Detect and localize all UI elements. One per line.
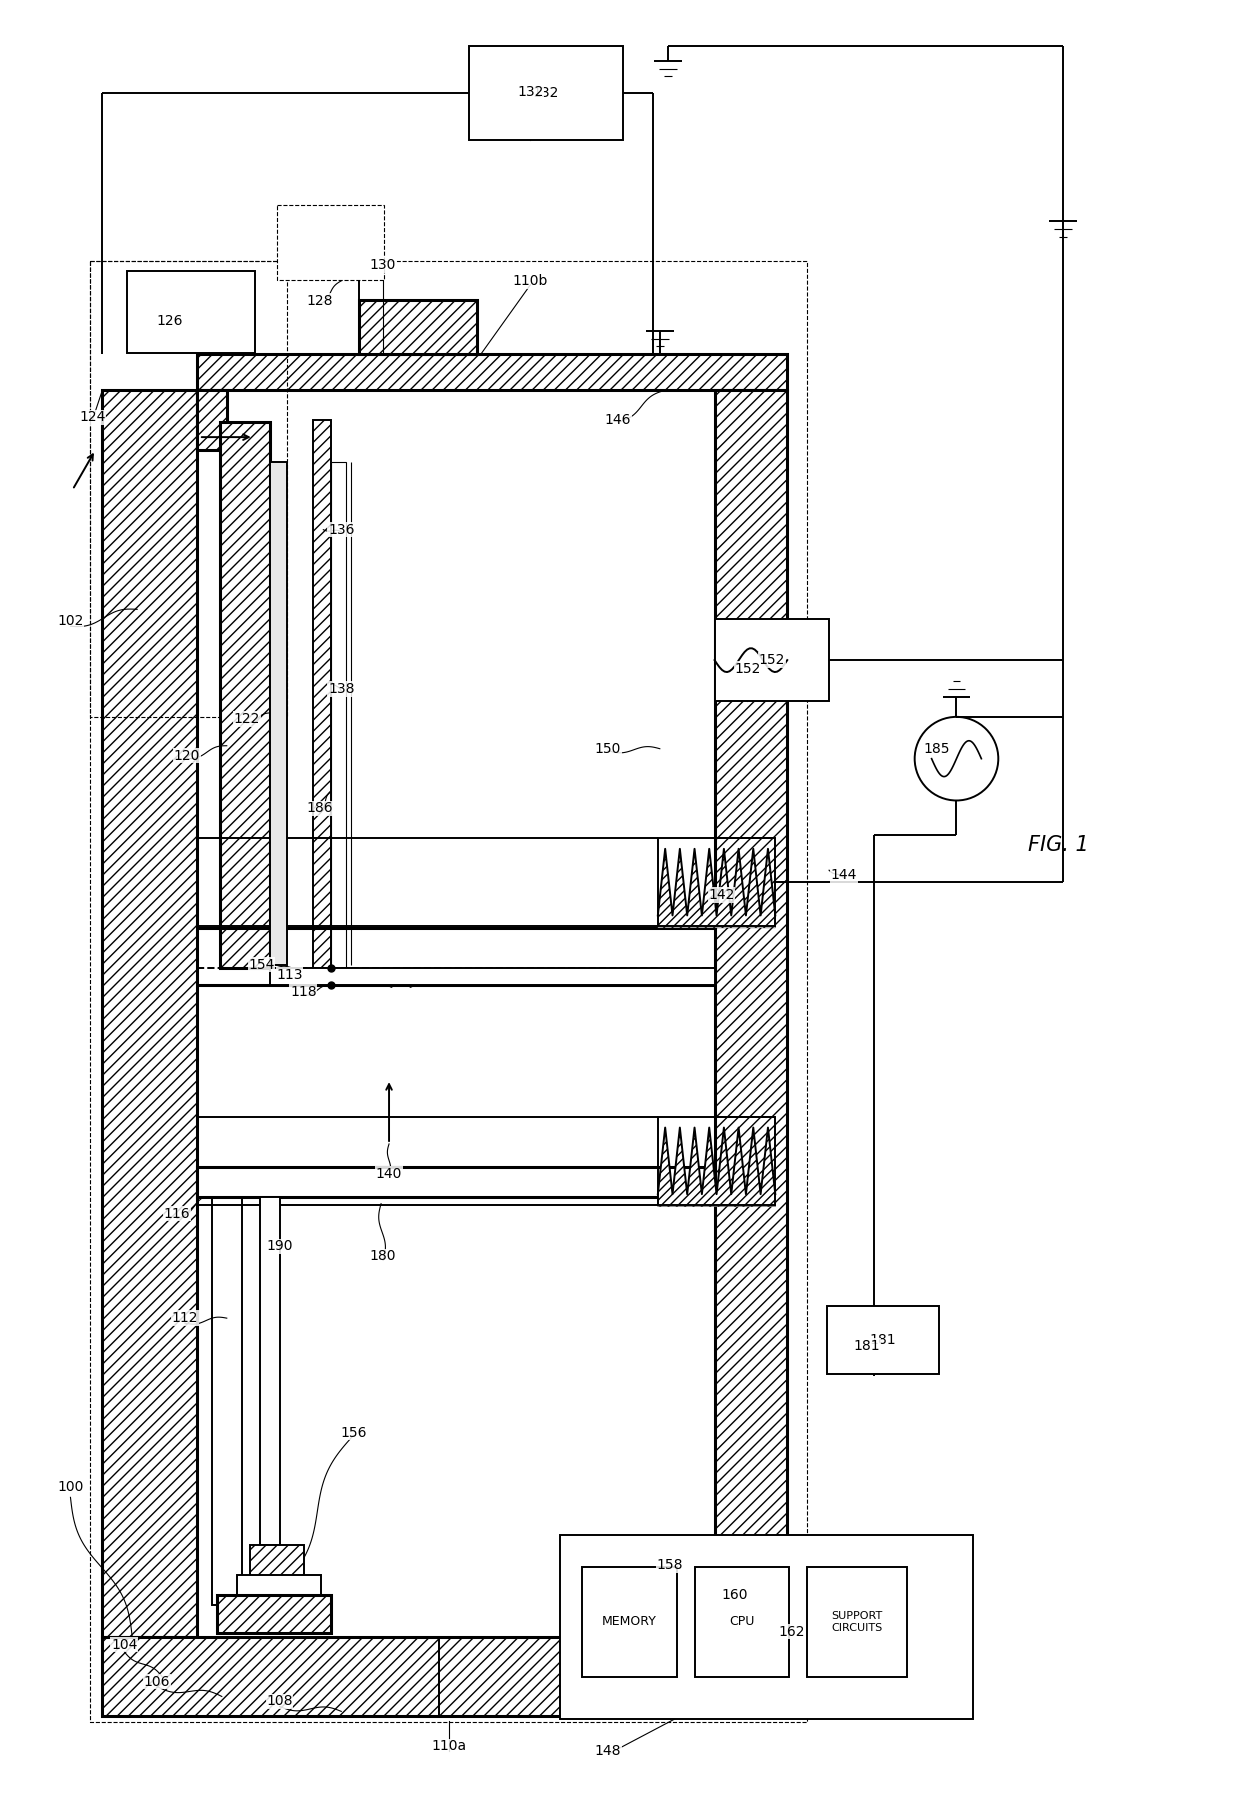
Text: 106: 106 [144, 1674, 170, 1689]
Text: 156: 156 [340, 1425, 367, 1440]
Bar [103, 391, 197, 1636]
Bar [694, 1567, 789, 1676]
Text: 154: 154 [248, 958, 275, 973]
Text: 160: 160 [722, 1587, 748, 1602]
Text: 146: 146 [605, 413, 631, 427]
Text: 113: 113 [277, 967, 303, 982]
Bar [128, 271, 254, 353]
Text: SUPPORT
CIRCUITS: SUPPORT CIRCUITS [831, 1611, 883, 1633]
Text: 158: 158 [656, 1558, 683, 1573]
Text: 104: 104 [112, 1638, 138, 1653]
Bar [658, 1116, 775, 1205]
Bar [582, 1567, 677, 1676]
Bar [197, 391, 227, 451]
Text: 162: 162 [777, 1625, 805, 1638]
Text: 144: 144 [831, 869, 857, 882]
Text: 102: 102 [57, 614, 83, 629]
Text: 138: 138 [329, 682, 355, 696]
Polygon shape [658, 849, 775, 927]
Text: 132: 132 [533, 85, 559, 100]
Text: 181: 181 [853, 1340, 880, 1353]
Text: 140: 140 [376, 1167, 402, 1182]
Bar [259, 1196, 279, 1545]
Text: 142: 142 [708, 887, 735, 902]
Text: 110a: 110a [432, 1740, 466, 1753]
Bar [212, 1196, 242, 1605]
Text: 120: 120 [174, 749, 200, 764]
Text: 108: 108 [267, 1694, 293, 1709]
Bar [197, 355, 787, 391]
Text: FIG. 1: FIG. 1 [1028, 834, 1089, 854]
Bar [277, 205, 384, 280]
Text: 185: 185 [924, 742, 950, 756]
Bar [217, 1594, 331, 1633]
Bar [360, 300, 476, 355]
Text: 124: 124 [79, 411, 105, 424]
Text: 190: 190 [267, 1240, 293, 1253]
Bar [714, 391, 787, 1636]
Text: 100: 100 [57, 1480, 83, 1494]
Bar [269, 967, 714, 985]
Bar [714, 620, 830, 702]
Text: 128: 128 [306, 295, 332, 307]
Text: 148: 148 [595, 1743, 621, 1758]
Bar [219, 422, 269, 967]
Bar [469, 45, 622, 140]
Text: MEMORY: MEMORY [601, 1614, 657, 1629]
Bar [237, 1574, 321, 1605]
Bar [827, 1305, 939, 1374]
Text: 130: 130 [370, 258, 397, 273]
Text: 152: 152 [759, 653, 785, 667]
Bar [91, 262, 288, 716]
Bar [197, 1167, 714, 1196]
Text: 112: 112 [171, 1311, 198, 1325]
Polygon shape [658, 1127, 775, 1207]
Bar [314, 420, 331, 967]
Bar [807, 1567, 906, 1676]
Text: 118: 118 [290, 985, 316, 998]
Text: CPU: CPU [729, 1614, 755, 1629]
Bar [658, 838, 775, 925]
Text: 186: 186 [306, 802, 332, 816]
Text: 180: 180 [370, 1249, 397, 1264]
Bar [331, 462, 346, 967]
Text: 126: 126 [156, 315, 184, 327]
Text: 122: 122 [233, 713, 260, 725]
Text: 136: 136 [329, 524, 355, 536]
Text: 152: 152 [734, 662, 760, 676]
Text: 116: 116 [164, 1207, 190, 1220]
Bar [249, 1545, 305, 1591]
Text: 110b: 110b [512, 275, 548, 287]
Bar [91, 262, 807, 1722]
Text: 150: 150 [595, 742, 621, 756]
Bar [560, 1534, 973, 1720]
Text: 132: 132 [517, 85, 543, 98]
Bar [103, 1636, 787, 1716]
Bar [269, 462, 286, 965]
Text: 181: 181 [869, 1333, 897, 1347]
